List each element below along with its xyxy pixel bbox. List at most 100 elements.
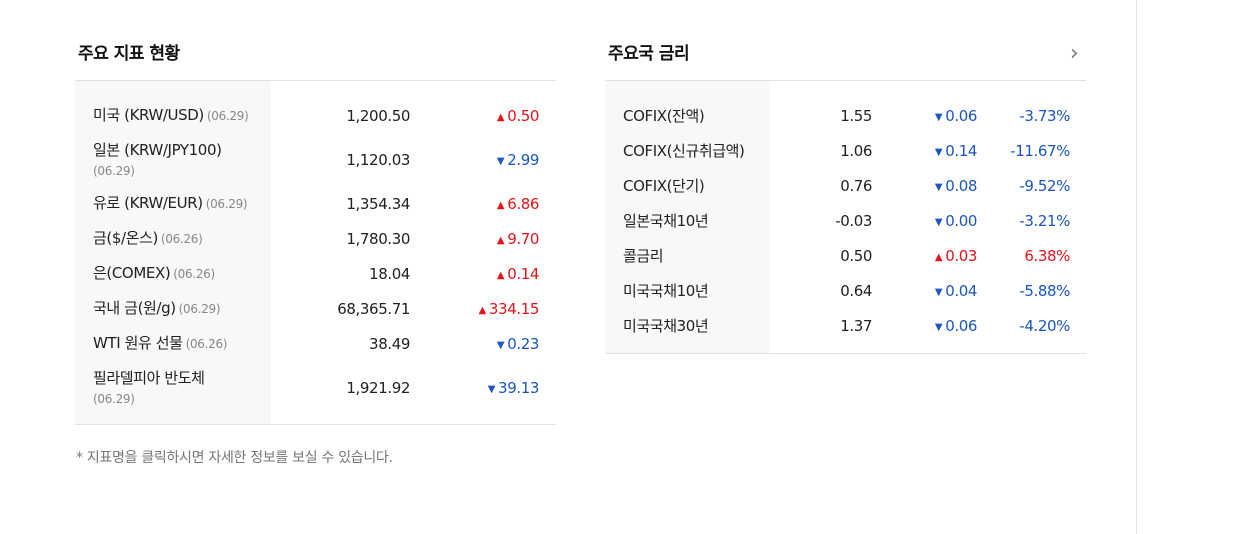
table-row[interactable]: 은(COMEX) (06.26) 18.04 ▲ 0.14 bbox=[75, 256, 556, 291]
table-row[interactable]: COFIX(신규취급액) 1.06 ▼ 0.14 -11.67% bbox=[605, 133, 1086, 168]
rate-value: 0.64 bbox=[840, 281, 872, 300]
table-row[interactable]: 미국 (KRW/USD) (06.29) 1,200.50 ▲ 0.50 bbox=[75, 98, 556, 133]
rate-percent: -5.88% bbox=[1019, 281, 1070, 300]
table-row[interactable]: 금($/온스) (06.26) 1,780.30 ▲ 9.70 bbox=[75, 221, 556, 256]
indicator-value: 1,354.34 bbox=[346, 194, 410, 213]
rate-change: ▼ 0.00 bbox=[934, 211, 978, 230]
up-arrow-icon: ▲ bbox=[478, 304, 487, 316]
table-row[interactable]: COFIX(단기) 0.76 ▼ 0.08 -9.52% bbox=[605, 168, 1086, 203]
up-arrow-icon: ▲ bbox=[496, 199, 505, 211]
rate-change: ▼ 0.06 bbox=[934, 316, 978, 335]
indicator-date: (06.26) bbox=[160, 232, 203, 246]
rate-percent: -9.52% bbox=[1019, 176, 1070, 195]
rate-change: ▼ 0.06 bbox=[934, 106, 978, 125]
down-arrow-icon: ▼ bbox=[934, 111, 943, 123]
indicator-change: ▼ 0.23 bbox=[496, 334, 540, 353]
down-arrow-icon: ▼ bbox=[934, 321, 943, 333]
rate-name[interactable]: COFIX(잔액) bbox=[623, 107, 705, 125]
indicators-panel: 주요 지표 현황 미국 (KRW/USD) (06.29) 1,200.50 ▲ 0… bbox=[75, 38, 556, 467]
rate-value: 1.06 bbox=[840, 141, 872, 160]
indicator-value: 1,921.92 bbox=[346, 378, 410, 397]
table-row[interactable]: 일본 (KRW/JPY100) (06.29) 1,120.03 ▼ 2.99 bbox=[75, 133, 556, 186]
indicator-change: ▲ 0.14 bbox=[496, 264, 540, 283]
interest-rates-title-text: 주요국 금리 bbox=[608, 44, 690, 64]
rate-name[interactable]: COFIX(단기) bbox=[623, 177, 705, 195]
interest-rates-title: 주요국 금리 › bbox=[605, 38, 1086, 81]
table-bottom-divider bbox=[75, 424, 556, 425]
up-arrow-icon: ▲ bbox=[934, 251, 943, 263]
rate-value: -0.03 bbox=[835, 211, 872, 230]
rate-value: 0.50 bbox=[840, 246, 872, 265]
indicator-name[interactable]: 국내 금(원/g) (06.29) bbox=[93, 299, 221, 317]
indicator-value: 1,780.30 bbox=[346, 229, 410, 248]
indicator-date: (06.26) bbox=[173, 267, 215, 281]
indicator-date: (06.29) bbox=[93, 163, 135, 178]
up-arrow-icon: ▲ bbox=[496, 111, 505, 123]
indicator-name[interactable]: 필라델피아 반도체 (06.29) bbox=[75, 367, 272, 409]
table-row[interactable]: 미국국채30년 1.37 ▼ 0.06 -4.20% bbox=[605, 308, 1086, 343]
rate-change: ▲ 0.03 bbox=[934, 246, 978, 265]
rate-name[interactable]: COFIX(신규취급액) bbox=[623, 142, 745, 160]
table-row[interactable]: 미국국채10년 0.64 ▼ 0.04 -5.88% bbox=[605, 273, 1086, 308]
rate-name[interactable]: 미국국채30년 bbox=[623, 317, 709, 335]
indicator-value: 1,200.50 bbox=[346, 106, 410, 125]
indicator-name[interactable]: 일본 (KRW/JPY100) (06.29) bbox=[75, 139, 272, 181]
table-row[interactable]: 필라델피아 반도체 (06.29) 1,921.92 ▼ 39.13 bbox=[75, 361, 556, 414]
footnote: * 지표명을 클릭하시면 자세한 정보를 보실 수 있습니다. bbox=[76, 450, 393, 466]
interest-rates-table: COFIX(잔액) 1.55 ▼ 0.06 -3.73% COFIX(신규취급액)… bbox=[605, 81, 1086, 353]
rate-percent: -4.20% bbox=[1019, 316, 1070, 335]
indicator-date: (06.29) bbox=[206, 109, 249, 123]
up-arrow-icon: ▲ bbox=[496, 269, 505, 281]
indicator-change: ▼ 2.99 bbox=[496, 150, 540, 169]
rate-percent: -11.67% bbox=[1010, 141, 1070, 160]
rate-value: 0.76 bbox=[840, 176, 872, 195]
chevron-right-icon[interactable]: › bbox=[1069, 41, 1079, 66]
indicators-title: 주요 지표 현황 bbox=[75, 38, 556, 81]
table-row[interactable]: 국내 금(원/g) (06.29) 68,365.71 ▲ 334.15 bbox=[75, 291, 556, 326]
indicator-name[interactable]: 금($/온스) (06.26) bbox=[93, 229, 203, 247]
indicator-name[interactable]: 유로 (KRW/EUR) (06.29) bbox=[93, 194, 248, 212]
table-row[interactable]: 일본국채10년 -0.03 ▼ 0.00 -3.21% bbox=[605, 203, 1086, 238]
indicator-date: (06.29) bbox=[178, 302, 221, 316]
table-row[interactable]: COFIX(잔액) 1.55 ▼ 0.06 -3.73% bbox=[605, 98, 1086, 133]
rate-name[interactable]: 일본국채10년 bbox=[623, 212, 709, 230]
indicator-value: 1,120.03 bbox=[346, 150, 410, 169]
down-arrow-icon: ▼ bbox=[496, 155, 505, 167]
indicator-change: ▲ 9.70 bbox=[496, 229, 540, 248]
indicator-name[interactable]: 은(COMEX) (06.26) bbox=[93, 264, 215, 282]
indicator-value: 38.49 bbox=[369, 334, 410, 353]
rate-value: 1.37 bbox=[840, 316, 872, 335]
table-bottom-divider bbox=[605, 353, 1086, 354]
indicator-name[interactable]: WTI 원유 선물 (06.26) bbox=[93, 334, 228, 352]
indicator-change: ▼ 39.13 bbox=[487, 378, 540, 397]
table-row[interactable]: 유로 (KRW/EUR) (06.29) 1,354.34 ▲ 6.86 bbox=[75, 186, 556, 221]
table-row[interactable]: 콜금리 0.50 ▲ 0.03 6.38% bbox=[605, 238, 1086, 273]
down-arrow-icon: ▼ bbox=[934, 146, 943, 158]
rate-change: ▼ 0.08 bbox=[934, 176, 978, 195]
indicator-value: 68,365.71 bbox=[337, 299, 410, 318]
indicator-change: ▲ 0.50 bbox=[496, 106, 540, 125]
interest-rates-panel: 주요국 금리 › COFIX(잔액) 1.55 ▼ 0.06 -3.73% COF… bbox=[605, 38, 1086, 354]
up-arrow-icon: ▲ bbox=[496, 234, 505, 246]
rate-change: ▼ 0.04 bbox=[934, 281, 978, 300]
indicator-date: (06.29) bbox=[93, 391, 135, 406]
down-arrow-icon: ▼ bbox=[934, 181, 943, 193]
indicators-table: 미국 (KRW/USD) (06.29) 1,200.50 ▲ 0.50 일본 (K… bbox=[75, 81, 556, 424]
rate-name[interactable]: 콜금리 bbox=[623, 247, 664, 265]
rate-percent: -3.73% bbox=[1019, 106, 1070, 125]
down-arrow-icon: ▼ bbox=[496, 339, 505, 351]
down-arrow-icon: ▼ bbox=[934, 286, 943, 298]
rate-percent: 6.38% bbox=[1024, 246, 1070, 265]
indicator-change: ▲ 334.15 bbox=[478, 299, 540, 318]
rate-percent: -3.21% bbox=[1019, 211, 1070, 230]
right-divider bbox=[1136, 0, 1137, 534]
rate-value: 1.55 bbox=[840, 106, 872, 125]
rate-change: ▼ 0.14 bbox=[934, 141, 978, 160]
indicator-name[interactable]: 미국 (KRW/USD) (06.29) bbox=[93, 106, 249, 124]
table-row[interactable]: WTI 원유 선물 (06.26) 38.49 ▼ 0.23 bbox=[75, 326, 556, 361]
rate-name[interactable]: 미국국채10년 bbox=[623, 282, 709, 300]
indicator-date: (06.29) bbox=[205, 197, 248, 211]
down-arrow-icon: ▼ bbox=[487, 383, 496, 395]
indicator-value: 18.04 bbox=[369, 264, 410, 283]
indicator-change: ▲ 6.86 bbox=[496, 194, 540, 213]
